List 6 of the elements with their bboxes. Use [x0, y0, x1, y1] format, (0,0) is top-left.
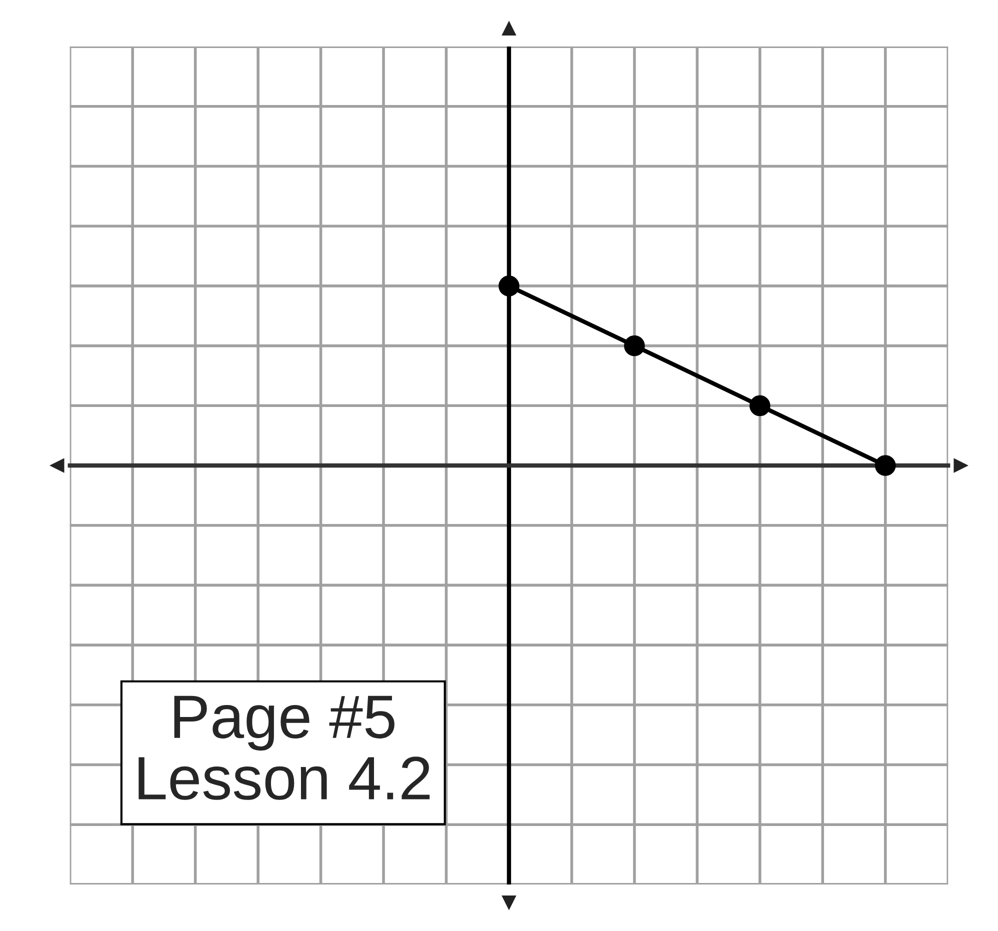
point	[749, 395, 770, 416]
point	[624, 335, 645, 356]
point	[498, 276, 520, 296]
point	[874, 455, 896, 476]
text: Lesson 4.2	[138, 756, 430, 800]
text: Page #5	[174, 696, 394, 751]
